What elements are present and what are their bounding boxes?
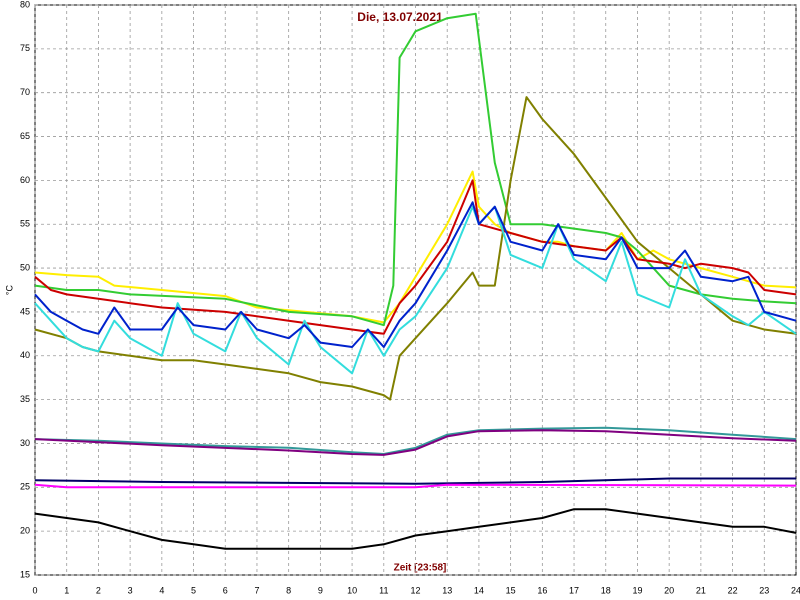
x-tick-label: 9 <box>318 585 323 595</box>
y-tick-label: 75 <box>20 43 30 53</box>
x-tick-label: 23 <box>759 585 769 595</box>
x-tick-label: 8 <box>286 585 291 595</box>
y-tick-label: 20 <box>20 526 30 536</box>
y-tick-label: 70 <box>20 87 30 97</box>
series-line <box>34 477 796 485</box>
series-line <box>34 96 797 401</box>
series-line <box>34 205 797 375</box>
y-tick-label: 60 <box>20 175 30 185</box>
x-tick-label: 13 <box>442 585 452 595</box>
x-tick-label: 22 <box>728 585 738 595</box>
series-line <box>34 179 797 335</box>
y-tick-label: 40 <box>20 350 30 360</box>
x-tick-label: 21 <box>696 585 706 595</box>
series-line <box>34 429 797 456</box>
x-tick-label: 10 <box>347 585 357 595</box>
y-axis-label: °C <box>4 284 14 295</box>
x-tick-label: 4 <box>159 585 164 595</box>
x-tick-label: 20 <box>664 585 674 595</box>
series-line <box>34 483 797 489</box>
y-tick-label: 80 <box>20 0 30 9</box>
series-line <box>34 12 797 327</box>
x-tick-label: 1 <box>64 585 69 595</box>
y-tick-label: 30 <box>20 438 30 448</box>
x-tick-label: 3 <box>128 585 133 595</box>
y-tick-label: 65 <box>20 131 30 141</box>
x-tick-label: 19 <box>632 585 642 595</box>
series-line <box>34 201 797 348</box>
x-tick-label: 16 <box>537 585 547 595</box>
x-tick-label: 12 <box>410 585 420 595</box>
y-tick-label: 15 <box>20 569 30 579</box>
series-line <box>34 508 797 550</box>
x-tick-label: 18 <box>601 585 611 595</box>
series-line <box>34 170 797 324</box>
chart-title: Die, 13.07.2021 <box>357 10 443 24</box>
x-tick-label: 14 <box>474 585 484 595</box>
x-tick-label: 5 <box>191 585 196 595</box>
x-tick-label: 7 <box>254 585 259 595</box>
x-axis-label: Zeit [23:58] <box>394 563 447 574</box>
y-tick-label: 25 <box>20 482 30 492</box>
x-tick-label: 24 <box>791 585 800 595</box>
x-tick-label: 11 <box>379 585 388 595</box>
y-tick-label: 55 <box>20 219 30 229</box>
x-tick-label: 17 <box>569 585 579 595</box>
x-tick-label: 0 <box>32 585 37 595</box>
x-tick-label: 6 <box>223 585 228 595</box>
x-tick-label: 2 <box>96 585 101 595</box>
series-line <box>34 426 797 455</box>
x-tick-label: 15 <box>506 585 516 595</box>
y-tick-label: 35 <box>20 394 30 404</box>
y-tick-label: 45 <box>20 306 30 316</box>
y-tick-label: 50 <box>20 262 30 272</box>
